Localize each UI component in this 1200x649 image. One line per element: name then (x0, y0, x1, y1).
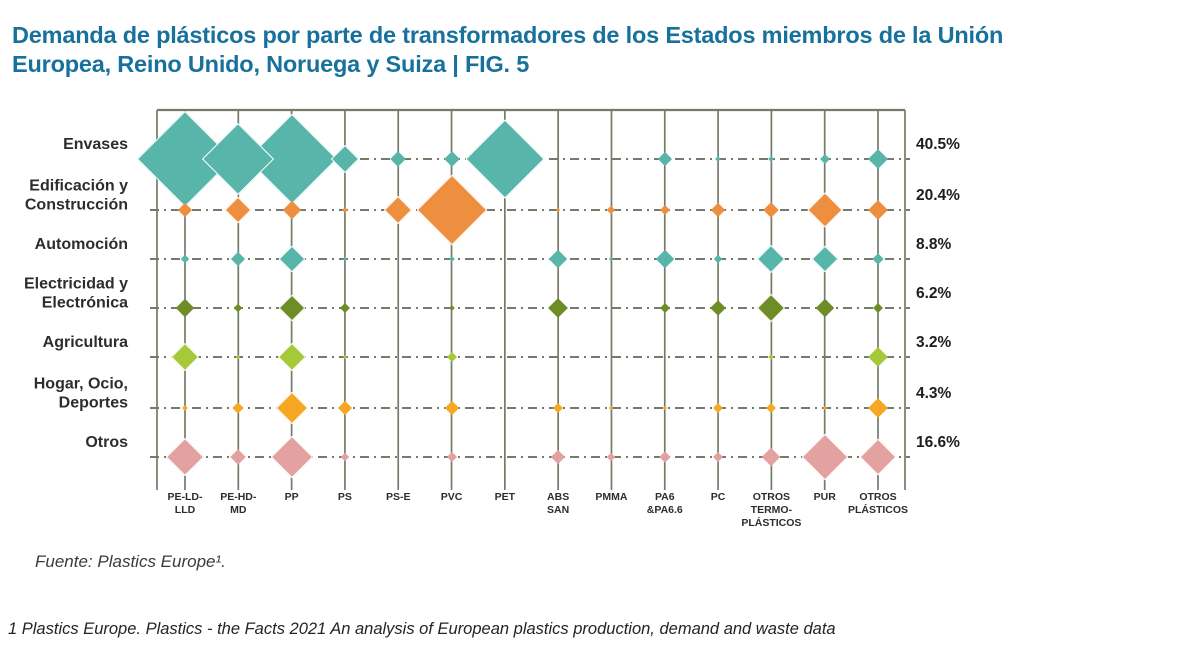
percent-label-agricultura: 3.2% (916, 334, 952, 351)
column-label-ps-e: PS-E (385, 491, 411, 503)
column-label-pa6-pa6-6: PA6 &PA6.6 (646, 491, 683, 516)
row-label-hogar-ocio-deportes: Hogar, Ocio, Deportes (33, 375, 128, 412)
row-label-otros: Otros (85, 433, 128, 451)
row-label-envases: Envases (63, 135, 128, 153)
row-label-edificaci-n-y-construcci-n: Edificación y Construcción (24, 177, 128, 214)
column-label-pur: PUR (813, 491, 836, 503)
percent-label-hogar-ocio-deportes: 4.3% (916, 385, 952, 402)
percent-label-electricidad-y-electr-nica: 6.2% (916, 285, 952, 302)
percent-label-envases: 40.5% (916, 136, 960, 153)
page-title: Demanda de plásticos por parte de transf… (12, 21, 1182, 79)
percent-label-otros: 16.6% (916, 434, 960, 451)
column-label-ps: PS (337, 491, 352, 503)
footnote: 1 Plastics Europe. Plastics - the Facts … (8, 620, 836, 638)
page-title-line1: Demanda de plásticos por parte de transf… (12, 21, 1004, 48)
column-label-pp: PP (284, 491, 299, 503)
percent-label-edificaci-n-y-construcci-n: 20.4% (916, 187, 960, 204)
column-label-otros-termo-pl-sticos: OTROS TERMO- PLÁSTICOS (741, 491, 802, 529)
row-label-agricultura: Agricultura (42, 333, 128, 351)
page-title-line2: Europea, Reino Unido, Noruega y Suiza | … (12, 50, 530, 77)
column-label-pc: PC (710, 491, 726, 503)
column-label-otros-pl-sticos: OTROS PLÁSTICOS (847, 491, 909, 516)
row-label-automoci-n: Automoción (34, 235, 128, 253)
source-caption: Fuente: Plastics Europe¹. (35, 552, 226, 571)
column-label-pe-hd-md: PE-HD- MD (220, 491, 257, 516)
column-label-abs-san: ABS SAN (547, 491, 570, 516)
column-label-pet: PET (494, 491, 516, 503)
row-label-electricidad-y-electr-nica: Electricidad y Electrónica (23, 275, 128, 312)
column-label-pvc: PVC (440, 491, 463, 503)
percent-label-automoci-n: 8.8% (916, 236, 952, 253)
column-label-pmma: PMMA (595, 491, 628, 503)
column-label-pe-ld-lld: PE-LD- LLD (167, 491, 203, 516)
